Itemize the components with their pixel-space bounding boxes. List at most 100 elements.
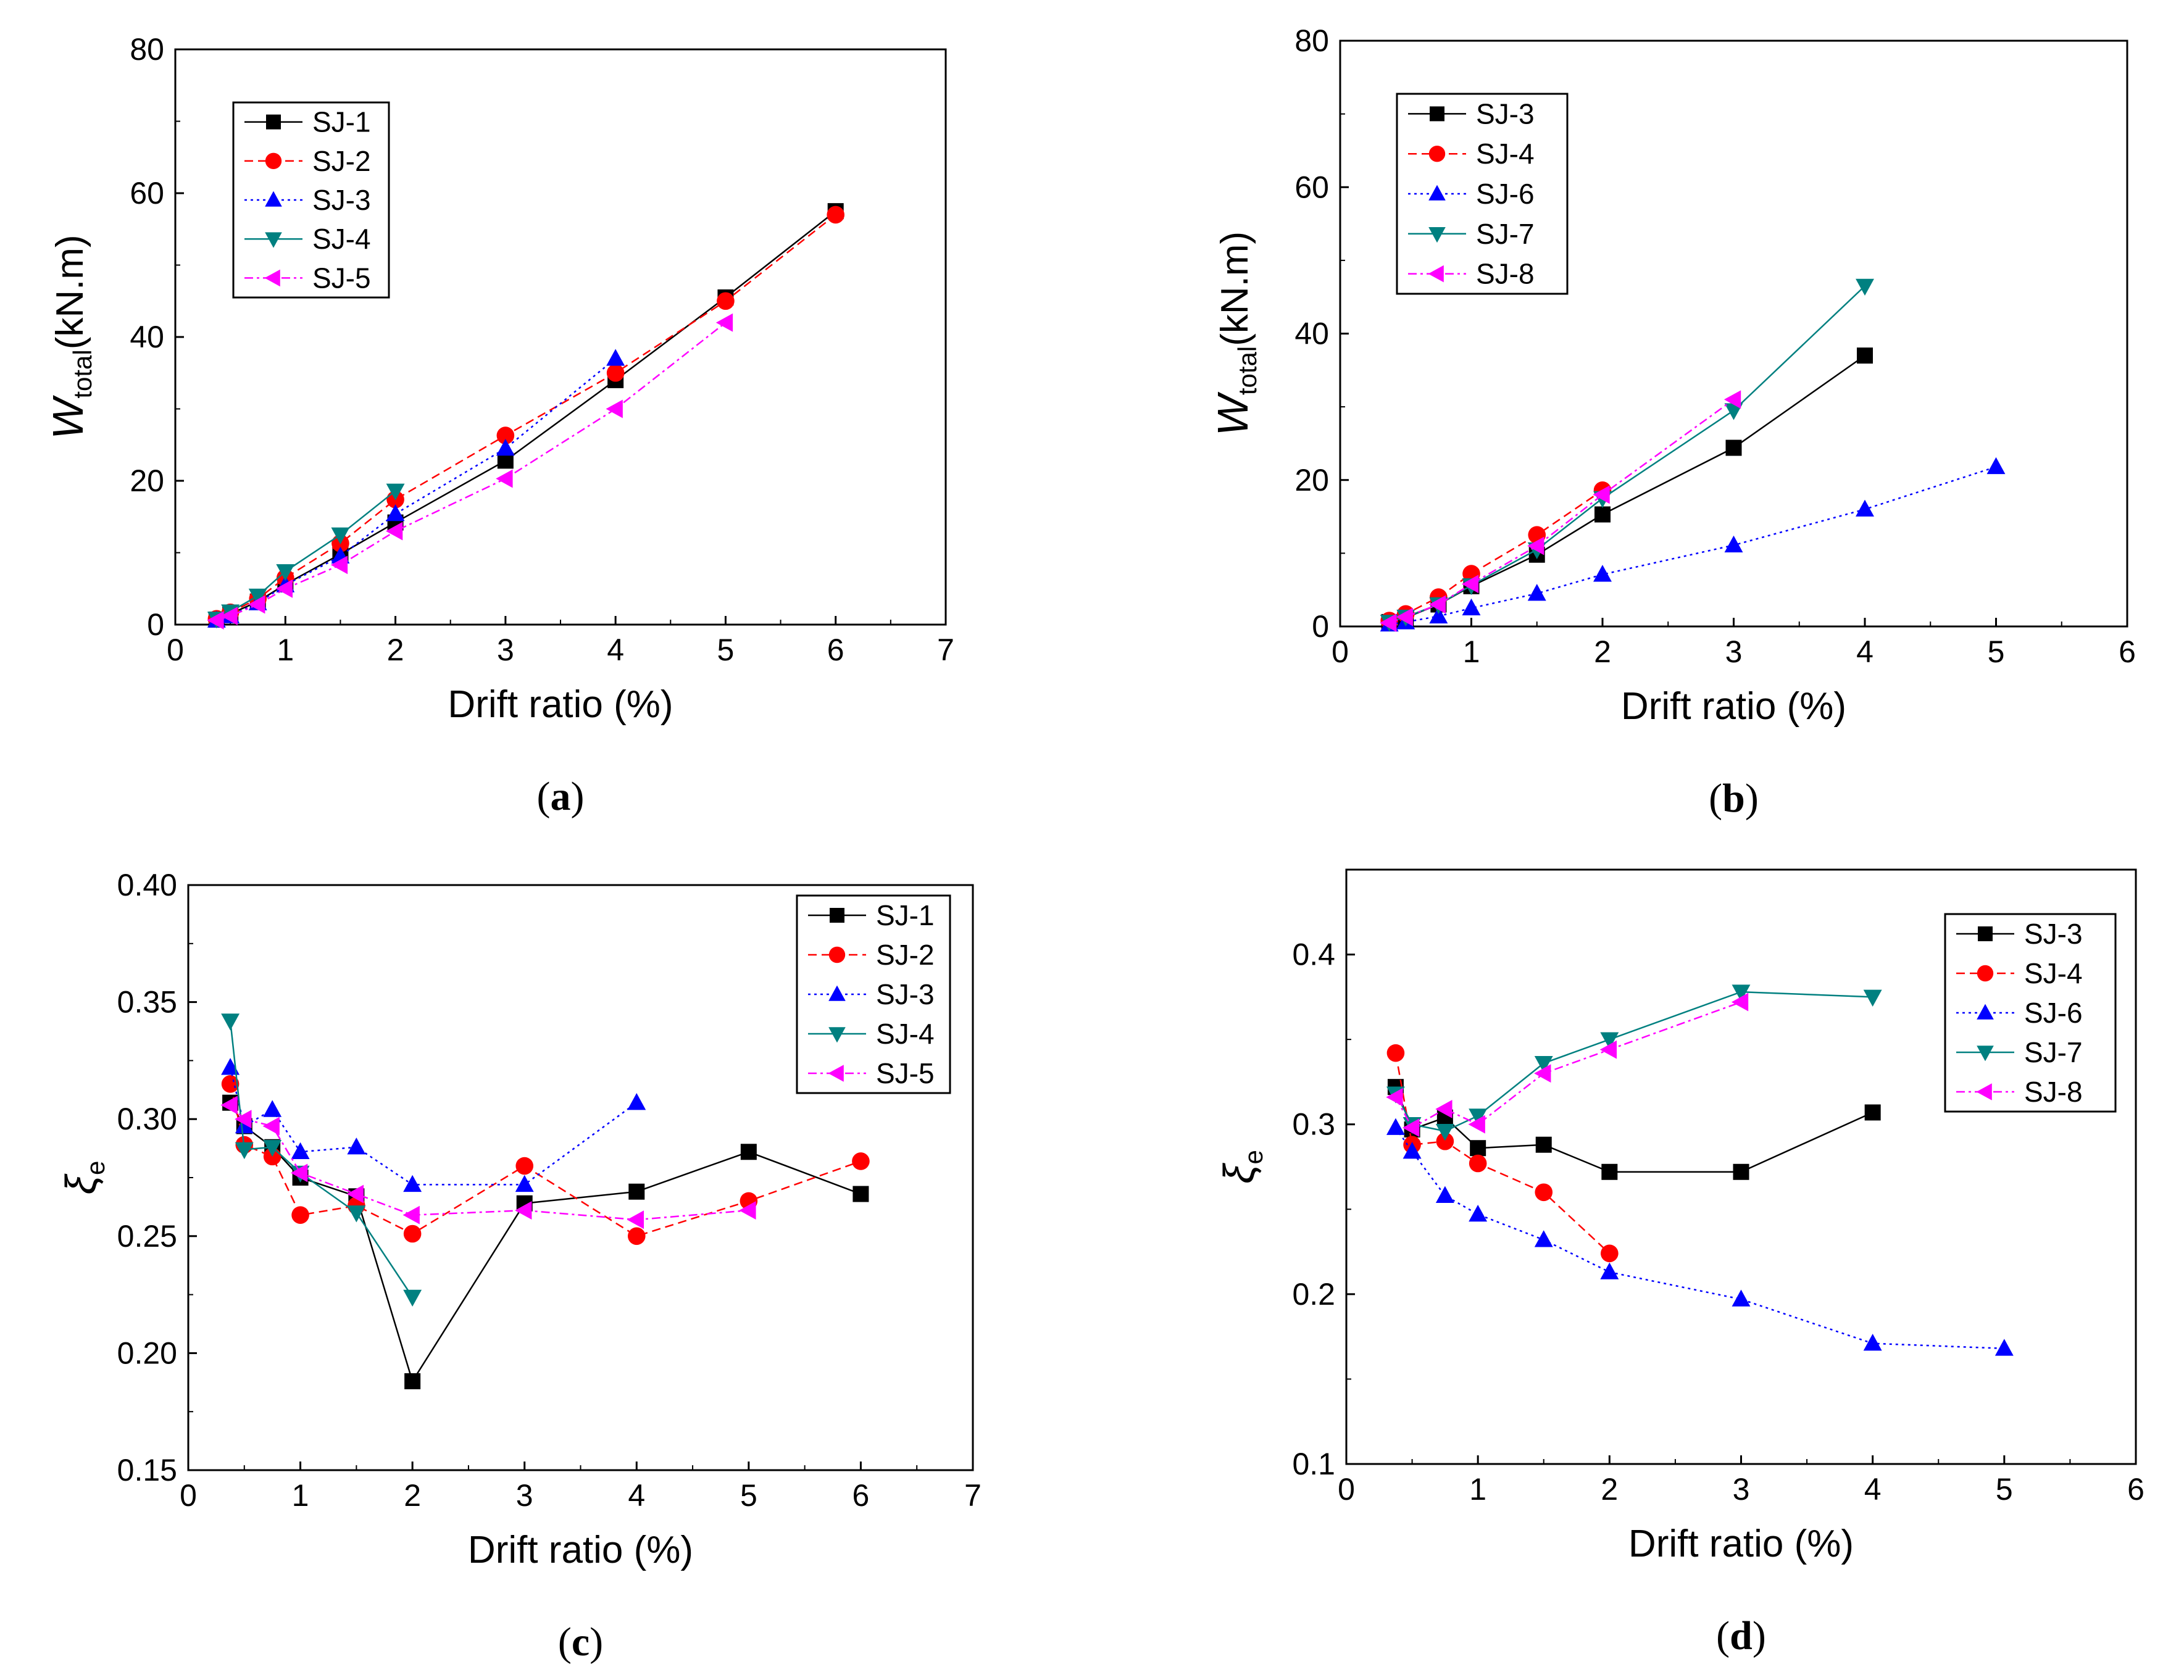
data-point: [739, 1201, 756, 1220]
data-point: [515, 1201, 532, 1220]
data-point: [1535, 1136, 1552, 1153]
legend-label: SJ-4: [876, 1018, 935, 1050]
x-tick-label: 2: [1594, 634, 1611, 669]
legend-marker: [1978, 926, 1993, 941]
series-sj-4: [1386, 1044, 1619, 1263]
legend-label: SJ-3: [876, 978, 935, 1010]
y-tick-label: 0.40: [117, 868, 177, 902]
panel-label-letter: c: [572, 1620, 590, 1665]
data-point: [1733, 1163, 1749, 1180]
data-point: [221, 1075, 240, 1093]
data-point: [1534, 1055, 1553, 1073]
series-line: [1389, 489, 1603, 622]
legend-marker: [1977, 1046, 1994, 1062]
y-tick-label: 80: [130, 32, 164, 67]
panel-label: (d): [1716, 1613, 1766, 1658]
panel-label: (c): [558, 1620, 603, 1665]
data-point: [496, 426, 515, 444]
x-axis-title: Drift ratio (%): [468, 1529, 693, 1571]
data-point: [1380, 613, 1397, 633]
y-axis-title-subscript: e: [81, 1161, 110, 1175]
data-point: [347, 1205, 366, 1223]
y-tick-label: 0: [1312, 609, 1329, 644]
legend: SJ-3 SJ-4 SJ-6 SJ-7 SJ-8: [1944, 913, 2117, 1113]
data-point: [1863, 1334, 1882, 1351]
data-point: [606, 349, 625, 366]
legend-label: SJ-2: [312, 145, 371, 177]
data-point: [347, 1137, 366, 1155]
data-point: [1435, 1124, 1454, 1141]
series-sj-8: [1380, 390, 1741, 633]
data-point: [1462, 598, 1481, 616]
legend-marker: [265, 152, 282, 169]
data-point: [248, 595, 265, 614]
y-tick-label: 60: [1294, 170, 1329, 204]
legend-label: SJ-6: [1476, 178, 1535, 210]
data-point: [1386, 1118, 1405, 1135]
data-point: [1435, 1100, 1453, 1118]
data-point: [1468, 1115, 1485, 1134]
data-point: [220, 607, 238, 625]
data-point: [717, 292, 735, 310]
data-point: [627, 1210, 644, 1229]
x-tick-label: 0: [1338, 1472, 1355, 1507]
data-point: [1396, 607, 1413, 626]
panel-label-open: (: [558, 1620, 572, 1665]
data-point: [402, 1205, 420, 1225]
series-sj-3: [1381, 347, 1873, 630]
data-point: [248, 588, 267, 605]
x-tick-label: 7: [937, 633, 954, 667]
legend-label: SJ-3: [2024, 918, 2083, 950]
data-point: [1593, 565, 1612, 582]
legend-label: SJ-4: [1476, 138, 1535, 170]
x-tick-label: 2: [387, 633, 404, 667]
legend-marker: [1976, 1083, 1992, 1100]
x-tick-label: 0: [167, 633, 184, 667]
data-point: [1986, 457, 2006, 475]
y-tick-label: 0.1: [1292, 1447, 1335, 1481]
y-tick-label: 0.3: [1292, 1107, 1335, 1142]
data-point: [1386, 1044, 1405, 1062]
data-point: [276, 564, 295, 581]
x-tick-label: 1: [277, 633, 294, 667]
legend-marker: [1428, 185, 1446, 201]
series-sj-3: [1387, 1079, 1881, 1180]
data-point: [496, 438, 515, 456]
y-axis-title-units: (kN.m): [49, 235, 91, 349]
data-point: [1723, 390, 1741, 409]
x-tick-label: 1: [292, 1478, 309, 1513]
data-point: [386, 483, 405, 501]
data-point: [235, 1116, 254, 1134]
legend-marker: [266, 114, 281, 130]
series-line: [1389, 466, 1996, 625]
data-point: [1469, 1204, 1488, 1222]
legend-marker: [828, 985, 846, 1001]
data-point: [291, 1206, 309, 1224]
x-tick-label: 3: [497, 633, 514, 667]
y-axis-title-units: (kN.m): [1214, 231, 1256, 346]
x-tick-label: 3: [1725, 634, 1743, 669]
legend-marker: [828, 1065, 844, 1082]
data-point: [386, 504, 405, 522]
data-point: [627, 1093, 646, 1110]
legend-label: SJ-5: [876, 1057, 935, 1089]
y-axis-title-symbol: ξ: [57, 1173, 105, 1194]
data-point: [1469, 1154, 1487, 1173]
x-tick-label: 6: [827, 633, 844, 667]
data-point: [1599, 1040, 1617, 1059]
y-tick-label: 40: [130, 320, 164, 354]
legend-label: SJ-5: [312, 262, 371, 294]
data-point: [627, 1227, 646, 1245]
x-tick-label: 7: [964, 1478, 982, 1513]
data-point: [1534, 1230, 1553, 1247]
y-tick-label: 20: [130, 464, 164, 498]
data-point: [1403, 1142, 1422, 1159]
data-point: [1600, 1032, 1619, 1049]
y-axis-title: Wtotal(kN.m): [1209, 231, 1262, 436]
series-line: [1394, 1052, 1611, 1254]
panel-label-letter: a: [551, 774, 571, 819]
series-line: [230, 1104, 749, 1221]
data-point: [827, 206, 845, 224]
data-point: [1732, 1289, 1751, 1307]
panel-label: (a): [537, 774, 585, 819]
